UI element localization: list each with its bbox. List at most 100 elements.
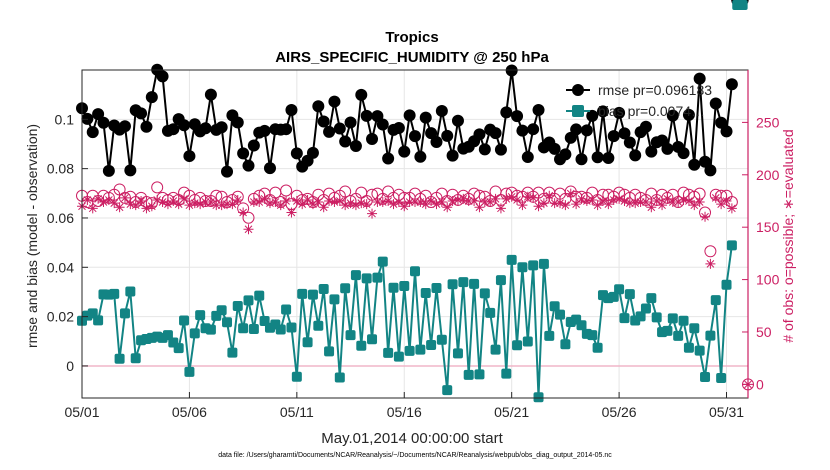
obs-evaluated-marker <box>565 188 576 199</box>
obs-evaluated-marker <box>103 194 114 205</box>
rmse-point <box>242 159 255 172</box>
bias-point <box>608 291 619 302</box>
obs-evaluated-marker <box>307 199 318 210</box>
obs-evaluated-marker <box>657 200 668 211</box>
rmse-point <box>441 129 454 142</box>
obs-evaluated-marker <box>624 198 635 209</box>
obs-evaluated-marker <box>555 198 566 209</box>
obs-possible-marker <box>339 185 352 198</box>
rmse-point <box>333 122 346 135</box>
rmse-point <box>516 124 529 137</box>
bias-point <box>651 312 662 323</box>
y-right-tick-label: 150 <box>756 219 780 235</box>
rmse-point <box>355 88 368 101</box>
bias-point <box>442 385 453 396</box>
y-right-tick-label: 250 <box>756 114 780 130</box>
rmse-point <box>699 155 712 168</box>
bias-point <box>361 273 372 284</box>
obs-evaluated-marker <box>361 199 372 210</box>
legend-rmse-label: rmse pr=0.096183 <box>598 82 712 98</box>
y-tick-label: 0.04 <box>47 259 74 275</box>
y-right-tick-label: 0 <box>756 376 764 392</box>
obs-evaluated-marker <box>469 195 480 206</box>
bias-point <box>683 342 694 353</box>
rmse-point <box>661 142 674 155</box>
x-tick-label: 05/06 <box>172 404 207 420</box>
obs-evaluated-marker <box>716 199 727 210</box>
bias-point <box>93 315 104 326</box>
y-tick-label: 0.06 <box>47 210 74 226</box>
rmse-point <box>704 164 717 177</box>
tick-labels: 05/01 05/06 05/11 05/16 05/21 05/26 05/31 0 0.02… <box>47 111 780 420</box>
rmse-point <box>430 136 443 149</box>
obs-evaluated-marker <box>87 203 98 214</box>
y-tick-label: 0.1 <box>55 111 75 127</box>
bias-point <box>184 366 195 377</box>
rmse-point <box>527 123 540 136</box>
bias-point <box>646 293 657 304</box>
obs-evaluated-marker <box>501 193 512 204</box>
obs-evaluated-marker <box>630 198 641 209</box>
bias-point <box>377 256 388 267</box>
obs-evaluated-marker <box>216 200 227 211</box>
obs-evaluated-marker <box>281 195 292 206</box>
bias-point <box>307 289 318 300</box>
rmse-point <box>639 120 652 133</box>
rmse-point <box>570 123 583 136</box>
bias-point <box>592 342 603 353</box>
rmse-point <box>118 120 131 133</box>
obs-evaluated-marker <box>98 197 109 208</box>
bias-point <box>431 283 442 294</box>
bias-point <box>737 0 748 10</box>
bias-point <box>463 369 474 380</box>
obs-possible-marker <box>473 189 486 202</box>
x-tick-label: 05/21 <box>494 404 529 420</box>
obs-evaluated-marker <box>232 194 243 205</box>
bias-point <box>119 308 130 319</box>
x-tick-label: 05/11 <box>280 404 314 420</box>
obs-evaluated-marker <box>678 194 689 205</box>
obs-evaluated-marker <box>533 201 544 212</box>
rmse-point <box>666 109 679 122</box>
bias-point <box>710 295 721 306</box>
bias-point <box>248 323 259 334</box>
bias-point <box>726 240 737 251</box>
y-right-tick-label: 50 <box>756 324 772 340</box>
obs-evaluated-marker <box>415 197 426 208</box>
rmse-point <box>446 149 459 162</box>
rmse-point <box>602 152 615 165</box>
rmse-point <box>548 142 561 155</box>
rmse-point <box>473 128 486 141</box>
obs-evaluated-marker <box>162 199 173 210</box>
rmse-point <box>231 116 244 129</box>
bias-point <box>667 313 678 324</box>
rmse-point <box>586 109 599 122</box>
obs-possible-marker <box>366 188 379 201</box>
obs-evaluated-marker <box>238 207 249 218</box>
obs-evaluated-marker <box>146 201 157 212</box>
obs-evaluated-marker <box>93 193 104 204</box>
obs-evaluated-marker <box>254 197 265 208</box>
bias-point <box>334 372 345 383</box>
rmse-point <box>312 100 325 113</box>
bias-point <box>243 295 254 306</box>
rmse-point <box>559 148 572 161</box>
bias-point <box>506 254 517 265</box>
bias-point <box>640 303 651 314</box>
rmse-point <box>607 130 620 143</box>
bias-point <box>399 281 410 292</box>
rmse-point <box>376 118 389 131</box>
rmse-point <box>478 143 491 156</box>
obs-evaluated-marker <box>544 190 555 201</box>
bias-point <box>689 323 700 334</box>
obs-evaluated-marker <box>581 195 592 206</box>
obs-evaluated-marker <box>426 195 437 206</box>
legend: rmse pr=0.096183 bias pr=0.0074… <box>566 82 712 119</box>
obs-evaluated-marker <box>651 195 662 206</box>
obs-evaluated-marker <box>141 203 152 214</box>
obs-evaluated-marker <box>442 202 453 213</box>
bias-point <box>544 330 555 341</box>
bias-point <box>517 262 528 273</box>
rmse-point <box>323 125 336 138</box>
bias-point <box>345 330 356 341</box>
